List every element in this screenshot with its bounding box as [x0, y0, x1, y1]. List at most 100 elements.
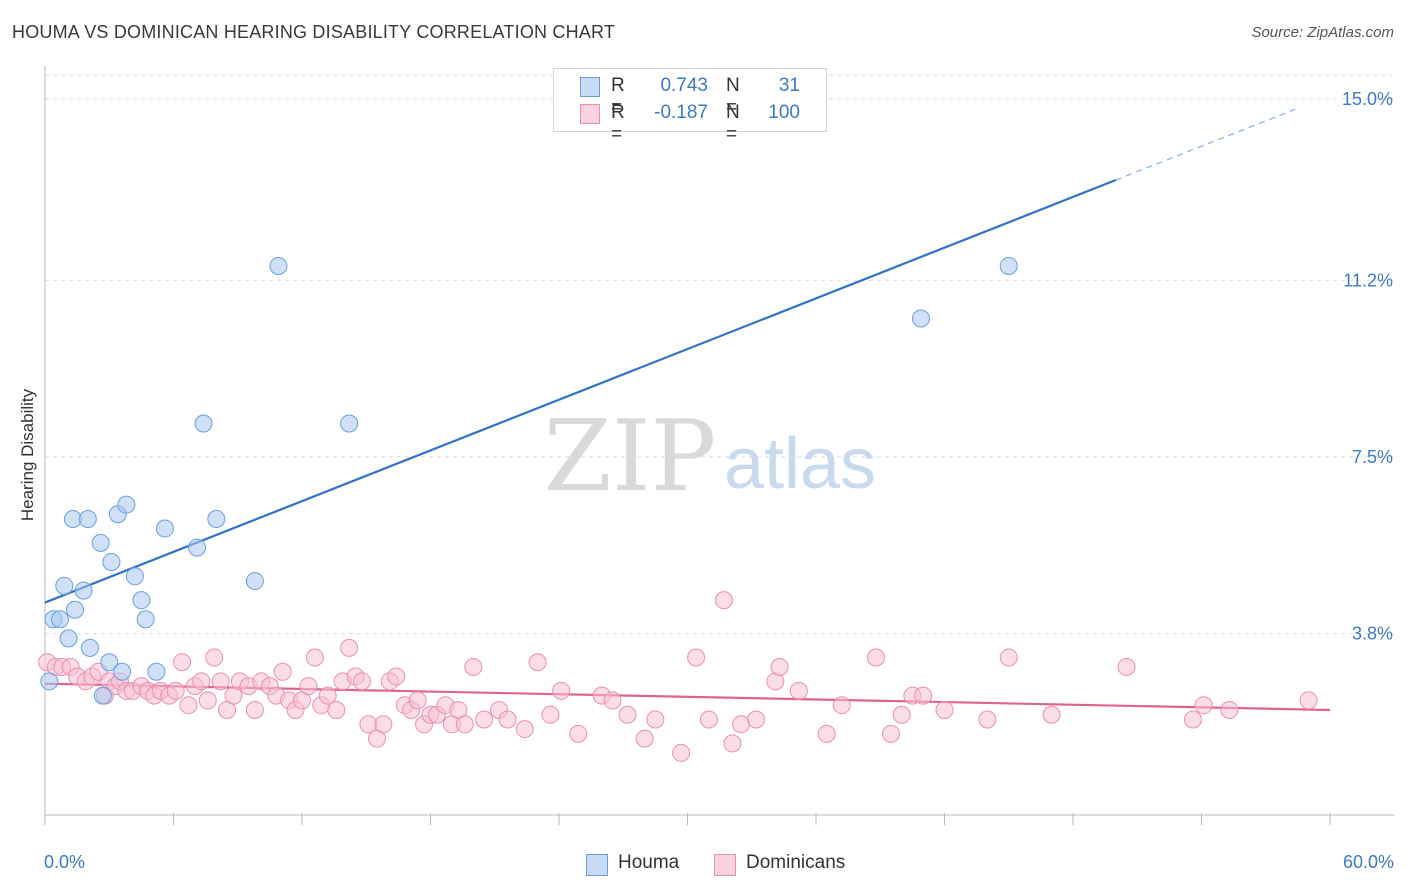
point-houma [93, 686, 112, 705]
point-dominicans [789, 681, 808, 700]
watermark: ZIP atlas [544, 400, 876, 514]
data-points [38, 256, 1318, 762]
point-dominicans [1194, 696, 1213, 715]
point-dominicans [732, 715, 751, 734]
point-houma [80, 638, 99, 657]
point-houma [269, 256, 288, 275]
point-houma [55, 576, 74, 595]
y-tick-label: 7.5% [1352, 447, 1393, 467]
legend-r-value: -0.187 [654, 102, 708, 123]
point-dominicans [978, 710, 997, 729]
point-dominicans [475, 710, 494, 729]
point-dominicans [1117, 658, 1136, 676]
stats-legend: R = 0.743 N = 31 R = -0.187 N = 100 [553, 68, 827, 145]
legend-swatch-houma [580, 77, 600, 97]
point-houma [147, 662, 166, 681]
legend-swatch-dominicans [714, 854, 736, 876]
point-dominicans [498, 710, 517, 729]
watermark-atlas: atlas [724, 424, 876, 504]
point-dominicans [198, 691, 217, 710]
legend-label-dominicans: Dominicans [746, 852, 846, 873]
point-houma [113, 662, 132, 681]
point-dominicans [299, 677, 318, 696]
point-dominicans [374, 715, 393, 734]
point-dominicans [569, 724, 588, 743]
point-dominicans [1220, 700, 1239, 719]
point-dominicans [515, 720, 534, 739]
point-dominicans [866, 648, 885, 667]
y-tick-label: 15.0% [1342, 89, 1393, 109]
point-dominicans [892, 705, 911, 724]
point-houma [65, 600, 84, 619]
point-houma [194, 414, 213, 433]
point-dominicans [387, 667, 406, 686]
point-dominicans [1183, 710, 1202, 729]
point-houma [132, 591, 151, 610]
point-dominicans [770, 658, 789, 676]
point-dominicans [173, 653, 192, 672]
legend-r-value: 0.743 [660, 75, 708, 96]
y-tick-labels: 3.8% 7.5% 11.2% 15.0% [1342, 89, 1393, 644]
point-dominicans [340, 638, 359, 657]
legend-r-label: R = [611, 75, 625, 118]
point-dominicans [352, 672, 371, 691]
point-dominicans [603, 691, 622, 710]
point-dominicans [723, 734, 742, 753]
point-dominicans [935, 700, 954, 719]
point-houma [63, 510, 82, 528]
point-dominicans [714, 591, 733, 610]
point-houma [245, 572, 264, 591]
point-dominicans [528, 653, 547, 672]
point-houma [40, 672, 59, 691]
trend-line-houma [44, 179, 1117, 604]
point-dominicans [1299, 691, 1318, 710]
point-houma [100, 653, 119, 672]
point-dominicans [211, 672, 230, 691]
point-dominicans [408, 691, 427, 710]
point-dominicans [245, 700, 264, 719]
point-dominicans [999, 648, 1018, 667]
point-houma [50, 610, 69, 629]
chart-source: Source: ZipAtlas.com [1251, 24, 1394, 41]
x-tick-max: 60.0% [1342, 852, 1394, 872]
legend-n-label: N = [726, 75, 740, 118]
point-houma [78, 510, 97, 528]
point-dominicans [552, 681, 571, 700]
point-houma [207, 510, 226, 528]
point-dominicans [1042, 705, 1061, 724]
chart-title: HOUMA VS DOMINICAN HEARING DISABILITY CO… [12, 22, 616, 42]
point-dominicans [541, 705, 560, 724]
point-dominicans [635, 729, 654, 748]
point-dominicans [817, 724, 836, 743]
legend-label-houma: Houma [618, 852, 680, 873]
axes [44, 66, 1395, 825]
point-dominicans [646, 710, 665, 729]
point-dominicans [464, 658, 483, 676]
point-houma [125, 567, 144, 586]
point-dominicans [881, 724, 900, 743]
point-houma [102, 552, 121, 571]
point-dominicans [672, 743, 691, 762]
point-dominicans [192, 672, 211, 691]
point-dominicans [318, 686, 337, 705]
legend-r-label: R = [611, 102, 625, 145]
point-dominicans [914, 686, 933, 705]
point-dominicans [305, 648, 324, 667]
point-houma [117, 495, 136, 514]
point-dominicans [699, 710, 718, 729]
point-houma [188, 538, 207, 557]
legend-n-label: N = [726, 102, 740, 145]
trend-line-houma-extension [1115, 107, 1299, 181]
point-houma [340, 414, 359, 433]
point-houma [91, 533, 110, 552]
point-houma [911, 309, 930, 328]
point-houma [136, 610, 155, 629]
x-tick-min: 0.0% [44, 852, 86, 872]
y-tick-label: 3.8% [1352, 624, 1393, 644]
legend-n-value: 100 [768, 102, 800, 123]
legend-n-value: 31 [778, 75, 800, 96]
point-houma [59, 629, 78, 648]
point-dominicans [832, 696, 851, 715]
point-dominicans [747, 710, 766, 729]
